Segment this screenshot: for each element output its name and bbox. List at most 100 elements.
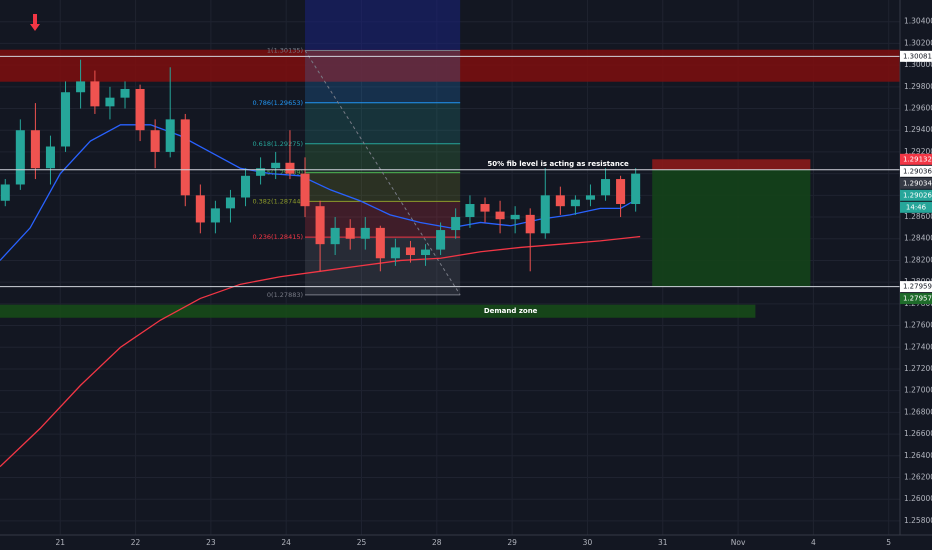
candle-body <box>405 247 415 256</box>
position-target <box>652 169 811 287</box>
x-tick-label: 30 <box>583 538 593 547</box>
candle-body <box>465 204 475 218</box>
candle-body <box>390 247 400 259</box>
x-tick-label: 22 <box>131 538 141 547</box>
candle-body <box>330 227 340 245</box>
y-tick-label: 1.27200 <box>904 364 932 373</box>
price-tag <box>900 165 932 177</box>
candle-body <box>585 195 595 200</box>
candle-body <box>0 184 10 201</box>
x-tick-label: 29 <box>507 538 517 547</box>
price-tag-label: 1.27959 <box>903 283 932 291</box>
countdown: 14:46 <box>906 203 927 211</box>
candle-body <box>195 195 205 223</box>
price-tag-label: 1.29034 <box>903 179 932 187</box>
countdown-tag <box>900 201 932 213</box>
zone-label: Demand zone <box>484 307 538 315</box>
fib-band <box>305 102 461 144</box>
candle-body <box>480 204 490 212</box>
fib-label: 0(1.27883) <box>267 291 303 299</box>
candle-body <box>451 217 461 231</box>
fib-band <box>305 172 461 202</box>
x-tick-label: 4 <box>811 538 816 547</box>
y-tick-label: 1.26000 <box>904 494 932 503</box>
candle-body <box>300 173 310 207</box>
x-tick-label: 21 <box>55 538 65 547</box>
price-tag-label: 1.27957 <box>903 295 932 303</box>
candle-body <box>241 175 251 198</box>
candle-body <box>540 195 550 234</box>
candle-body <box>525 214 535 234</box>
price-tag <box>900 153 932 165</box>
position-stop <box>652 159 811 170</box>
y-tick-label: 1.29600 <box>904 104 932 113</box>
price-tag-label: 1.30081 <box>903 52 932 60</box>
y-tick-label: 1.25800 <box>904 516 932 525</box>
candle-body <box>165 119 175 152</box>
fib-extension-band <box>305 0 461 51</box>
y-tick-label: 1.30400 <box>904 17 932 26</box>
y-tick-label: 1.26800 <box>904 407 932 416</box>
candle-body <box>570 199 580 207</box>
y-tick-label: 1.29800 <box>904 82 932 91</box>
y-tick-label: 1.27000 <box>904 386 932 395</box>
candle-body <box>61 92 71 147</box>
candle-body <box>555 195 565 207</box>
y-tick-label: 1.26400 <box>904 451 932 460</box>
candle-body <box>510 214 520 220</box>
fib-label: 0.382(1.28744) <box>252 197 303 205</box>
candle-body <box>76 81 86 93</box>
candle-body <box>180 119 190 196</box>
moving-average <box>0 124 641 261</box>
y-tick-label: 1.30000 <box>904 60 932 69</box>
y-tick-label: 1.28400 <box>904 234 932 243</box>
y-tick-label: 1.28600 <box>904 212 932 221</box>
zone <box>0 304 756 318</box>
candle-body <box>315 206 325 245</box>
candle-body <box>90 81 100 107</box>
candle-body <box>256 168 266 176</box>
candle-body <box>285 162 295 174</box>
y-tick-label: 1.28200 <box>904 255 932 264</box>
candle-body <box>120 88 130 98</box>
fib-band <box>305 143 461 173</box>
candle-body <box>375 227 385 259</box>
x-tick-label: 24 <box>281 538 291 547</box>
price-tag <box>900 50 932 62</box>
candle-body <box>30 130 40 169</box>
y-tick-label: 1.27400 <box>904 342 932 351</box>
candle-body <box>631 173 641 205</box>
candle-body <box>15 130 25 185</box>
annotation: 50% fib level is acting as resistance <box>487 160 629 168</box>
y-tick-label: 1.29400 <box>904 125 932 134</box>
candle-body <box>421 249 431 256</box>
price-tag <box>900 293 932 305</box>
candle-body <box>616 179 626 205</box>
candle-body <box>45 146 55 169</box>
x-tick-label: 23 <box>206 538 216 547</box>
fib-label: 1(1.30135) <box>267 46 303 54</box>
candle-body <box>105 97 115 107</box>
candle-body <box>601 179 611 196</box>
fib-label: 0.618(1.29275) <box>252 140 303 148</box>
y-tick-label: 1.30200 <box>904 38 932 47</box>
price-tag-label: 1.29026 <box>903 191 932 199</box>
candle-body <box>495 211 505 220</box>
y-tick-label: 1.26600 <box>904 429 932 438</box>
price-tag-label: 1.29132 <box>903 155 932 163</box>
x-tick-label: 31 <box>658 538 668 547</box>
fib-label: 0.236(1.28415) <box>252 233 303 241</box>
plot-area: Demand zone 1(1.30135) 0.786(1.29653) 0.618… <box>0 0 900 535</box>
price-tag <box>900 177 932 189</box>
candle-body <box>271 162 281 169</box>
zone <box>0 49 900 82</box>
y-tick-label: 1.27600 <box>904 321 932 330</box>
candle-body <box>345 227 355 239</box>
fib-band <box>305 50 461 103</box>
x-tick-label: 25 <box>357 538 367 547</box>
x-tick-label: Nov <box>731 538 746 547</box>
candle-body <box>436 230 446 250</box>
x-tick-label: 28 <box>432 538 442 547</box>
price-tag <box>900 281 932 293</box>
